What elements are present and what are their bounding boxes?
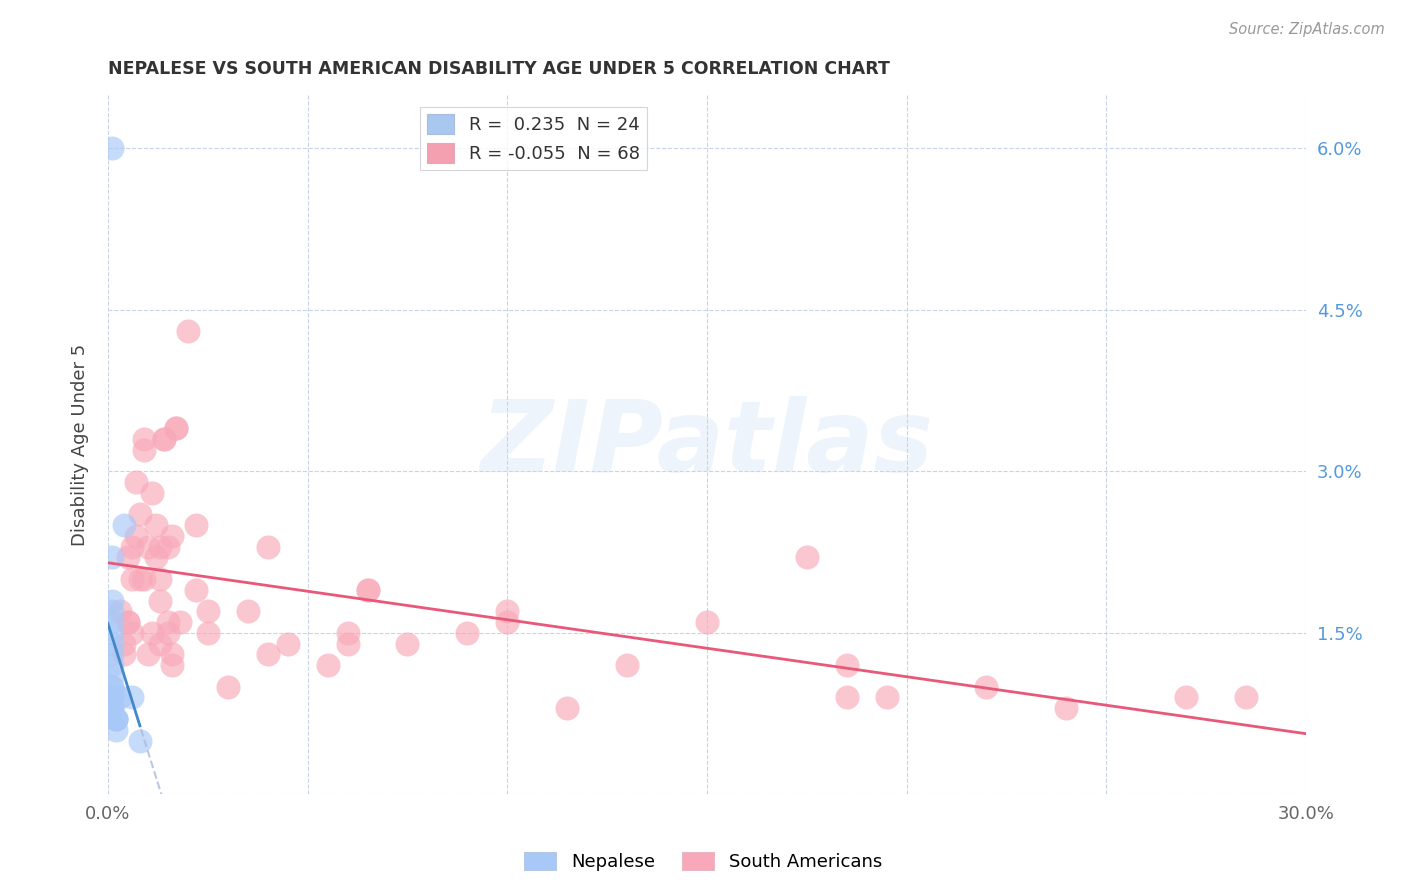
Point — [101, 690, 124, 705]
Point — [101, 680, 124, 694]
Point — [149, 593, 172, 607]
Point — [129, 508, 152, 522]
Point — [104, 712, 127, 726]
Point — [132, 432, 155, 446]
Point — [160, 658, 183, 673]
Point — [160, 648, 183, 662]
Point — [316, 658, 339, 673]
Point — [165, 421, 187, 435]
Point — [101, 604, 124, 618]
Point — [141, 625, 163, 640]
Point — [101, 690, 124, 705]
Point — [101, 593, 124, 607]
Point — [496, 604, 519, 618]
Point — [835, 658, 858, 673]
Point — [796, 550, 818, 565]
Point — [101, 658, 124, 673]
Point — [112, 637, 135, 651]
Point — [101, 141, 124, 155]
Point — [1234, 690, 1257, 705]
Point — [129, 572, 152, 586]
Point — [149, 637, 172, 651]
Point — [112, 518, 135, 533]
Point — [101, 550, 124, 565]
Point — [129, 733, 152, 747]
Point — [396, 637, 419, 651]
Point — [835, 690, 858, 705]
Point — [101, 637, 124, 651]
Point — [197, 625, 219, 640]
Point — [132, 572, 155, 586]
Point — [101, 701, 124, 715]
Point — [356, 582, 378, 597]
Point — [149, 540, 172, 554]
Point — [555, 701, 578, 715]
Point — [496, 615, 519, 629]
Point — [121, 572, 143, 586]
Point — [121, 690, 143, 705]
Point — [125, 475, 148, 489]
Point — [121, 625, 143, 640]
Point — [104, 712, 127, 726]
Point — [1054, 701, 1077, 715]
Point — [169, 615, 191, 629]
Point — [160, 529, 183, 543]
Legend: R =  0.235  N = 24, R = -0.055  N = 68: R = 0.235 N = 24, R = -0.055 N = 68 — [420, 107, 647, 170]
Point — [101, 615, 124, 629]
Point — [141, 486, 163, 500]
Text: Source: ZipAtlas.com: Source: ZipAtlas.com — [1229, 22, 1385, 37]
Point — [256, 648, 278, 662]
Point — [217, 680, 239, 694]
Point — [336, 625, 359, 640]
Point — [277, 637, 299, 651]
Point — [132, 442, 155, 457]
Point — [156, 540, 179, 554]
Legend: Nepalese, South Americans: Nepalese, South Americans — [516, 845, 890, 879]
Text: ZIPatlas: ZIPatlas — [481, 396, 934, 493]
Point — [125, 529, 148, 543]
Point — [153, 432, 176, 446]
Point — [108, 690, 131, 705]
Point — [184, 518, 207, 533]
Point — [156, 625, 179, 640]
Point — [101, 680, 124, 694]
Point — [117, 550, 139, 565]
Y-axis label: Disability Age Under 5: Disability Age Under 5 — [72, 343, 89, 546]
Point — [616, 658, 638, 673]
Point — [121, 540, 143, 554]
Point — [149, 572, 172, 586]
Point — [136, 540, 159, 554]
Point — [101, 669, 124, 683]
Point — [104, 712, 127, 726]
Point — [145, 518, 167, 533]
Point — [256, 540, 278, 554]
Point — [165, 421, 187, 435]
Text: NEPALESE VS SOUTH AMERICAN DISABILITY AGE UNDER 5 CORRELATION CHART: NEPALESE VS SOUTH AMERICAN DISABILITY AG… — [108, 60, 890, 78]
Point — [356, 582, 378, 597]
Point — [696, 615, 718, 629]
Point — [108, 604, 131, 618]
Point — [236, 604, 259, 618]
Point — [177, 324, 200, 338]
Point — [153, 432, 176, 446]
Point — [117, 615, 139, 629]
Point — [197, 604, 219, 618]
Point — [104, 723, 127, 737]
Point — [117, 615, 139, 629]
Point — [184, 582, 207, 597]
Point — [976, 680, 998, 694]
Point — [336, 637, 359, 651]
Point — [101, 701, 124, 715]
Point — [101, 625, 124, 640]
Point — [876, 690, 898, 705]
Point — [156, 615, 179, 629]
Point — [145, 550, 167, 565]
Point — [136, 648, 159, 662]
Point — [456, 625, 478, 640]
Point — [1175, 690, 1198, 705]
Point — [112, 648, 135, 662]
Point — [101, 648, 124, 662]
